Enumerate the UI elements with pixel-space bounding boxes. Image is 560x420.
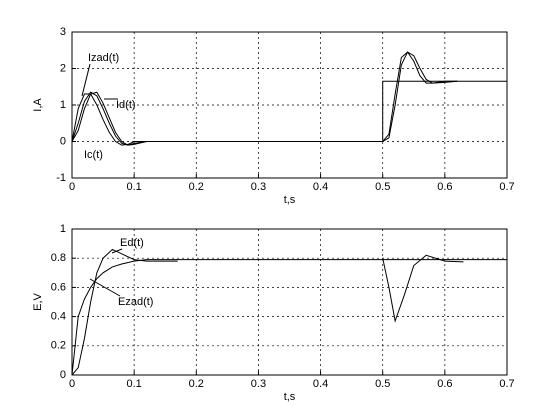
x-tick-label: 0.7 [499,181,514,193]
axes-background [72,229,507,375]
y-tick-label: 1 [60,99,66,111]
x-tick-label: 0.5 [375,378,390,390]
x-tick-label: 0.4 [313,181,328,193]
y-tick-label: 1 [60,223,66,235]
y-tick-label: 0.2 [51,340,66,352]
annotation-arrow [111,248,123,254]
y-tick-label: 0.6 [51,281,66,293]
axes-frame [71,228,508,376]
axes-frame [71,31,508,179]
x-tick-label: 0.6 [437,378,452,390]
x-axis-label: t,s [284,194,296,206]
x-tick-label: 0.3 [251,181,266,193]
axes-background [72,32,507,178]
series-label: Id(t) [116,99,136,111]
series-line [71,51,458,146]
x-tick-label: 0.1 [126,378,141,390]
y-tick-label: 0 [60,369,66,381]
x-tick-label: 0.6 [437,181,452,193]
y-tick-label: 3 [60,26,66,38]
x-tick-label: 0 [69,378,75,390]
x-tick-label: 0.2 [189,378,204,390]
series-label: Izad(t) [88,52,119,64]
x-tick-label: 0 [69,181,75,193]
y-axis-label: I,A [32,98,44,112]
x-tick-label: 0.1 [126,181,141,193]
y-tick-label: 2 [60,62,66,74]
y-tick-label: -1 [56,172,66,184]
x-tick-label: 0.7 [499,378,514,390]
y-tick-label: 0.4 [51,311,66,323]
x-tick-label: 0.4 [313,378,328,390]
annotation-arrow [89,278,121,297]
y-tick-label: 0.8 [51,252,66,264]
series-label: Ed(t) [120,237,144,249]
y-tick-label: 0 [60,135,66,147]
x-axis-label: t,s [284,391,296,403]
series-line [71,259,507,376]
series-label: Ic(t) [84,149,103,161]
x-tick-label: 0.3 [251,378,266,390]
y-axis-label: E,V [32,292,44,310]
series-line [71,248,464,376]
annotation-arrow [81,63,91,97]
x-tick-label: 0.5 [375,181,390,193]
x-tick-label: 0.2 [189,181,204,193]
series-label: Ezad(t) [118,296,153,308]
